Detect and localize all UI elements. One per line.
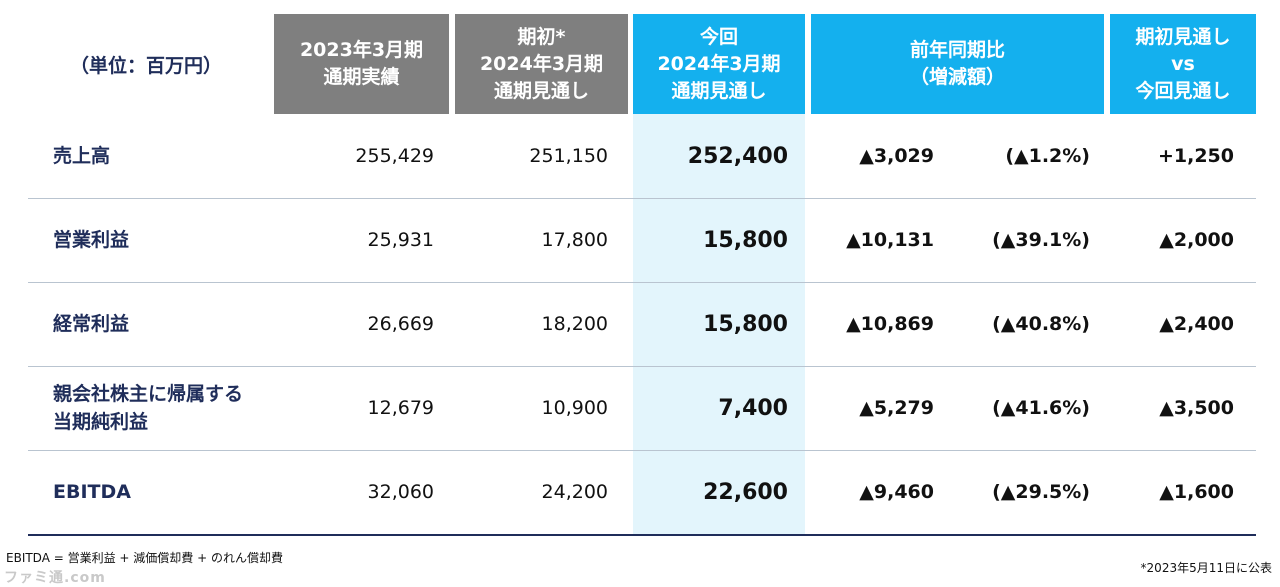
row-label: 経常利益 xyxy=(53,282,293,366)
header-line: 通期見通し xyxy=(671,79,767,102)
cell-diff: +1,250 xyxy=(1157,145,1234,167)
cell-current: 15,800 xyxy=(703,311,788,337)
cell-actual: 26,669 xyxy=(367,313,434,335)
cell-diff: ▲3,500 xyxy=(1159,397,1234,419)
cell-current: 7,400 xyxy=(718,395,788,421)
cell-yoy: ▲10,131 xyxy=(846,229,934,251)
row-label: 営業利益 xyxy=(53,198,293,282)
cell-yoy-pct: (▲1.2%) xyxy=(1005,145,1090,167)
header-initial-forecast: 期初* 2024年3月期 通期見通し xyxy=(455,14,628,114)
header-line: 期初見通し xyxy=(1135,25,1231,48)
cell-yoy-pct: (▲29.5%) xyxy=(992,481,1090,503)
cell-actual: 255,429 xyxy=(355,145,434,167)
row-label-line: 当期純利益 xyxy=(53,411,149,433)
table-row-net-sales: 売上高 255,429 251,150 252,400 ▲3,029 (▲1.2… xyxy=(28,114,1256,199)
current-forecast-highlight xyxy=(633,114,805,534)
unit-label: （単位：百万円） xyxy=(69,54,222,77)
cell-current: 252,400 xyxy=(687,143,788,169)
cell-yoy-pct: (▲39.1%) xyxy=(992,229,1090,251)
header-line: 通期実績 xyxy=(323,66,400,88)
header-line: 2024年3月期 xyxy=(479,52,604,75)
cell-actual: 12,679 xyxy=(367,397,434,419)
watermark-logo: ファミ通.com xyxy=(4,570,106,586)
row-label: 親会社株主に帰属する 当期純利益 xyxy=(53,366,293,450)
table-row-operating-income: 営業利益 25,931 17,800 15,800 ▲10,131 (▲39.1… xyxy=(28,198,1256,283)
row-label: 売上高 xyxy=(53,114,293,198)
header-line: vs xyxy=(1171,52,1195,75)
cell-yoy: ▲9,460 xyxy=(859,481,934,503)
cell-yoy: ▲3,029 xyxy=(859,145,934,167)
cell-yoy-pct: (▲41.6%) xyxy=(992,397,1090,419)
row-label-line: EBITDA xyxy=(53,481,131,503)
row-label-line: 経常利益 xyxy=(53,313,130,335)
header-line: 期初* xyxy=(517,25,566,48)
cell-actual: 25,931 xyxy=(367,229,434,251)
cell-current: 22,600 xyxy=(703,479,788,505)
row-label-line: 親会社株主に帰属する xyxy=(53,383,244,405)
cell-yoy: ▲10,869 xyxy=(846,313,934,335)
header-line: 2024年3月期 xyxy=(657,52,781,75)
row-label-line: 売上高 xyxy=(53,145,111,167)
ebitda-footnote: EBITDA = 営業利益 + 減価償却費 + のれん償却費 xyxy=(6,551,283,565)
cell-initial: 17,800 xyxy=(541,229,608,251)
cell-diff: ▲2,400 xyxy=(1159,313,1234,335)
table-row-ordinary-income: 経常利益 26,669 18,200 15,800 ▲10,869 (▲40.8… xyxy=(28,282,1256,367)
cell-current: 15,800 xyxy=(703,227,788,253)
header-initial-vs-current: 期初見通し vs 今回見通し xyxy=(1110,14,1256,114)
header-line: 2023年3月期 xyxy=(299,39,424,61)
cell-diff: ▲2,000 xyxy=(1159,229,1234,251)
header-line: 通期見通し xyxy=(493,79,589,102)
row-label-line: 営業利益 xyxy=(53,229,130,251)
header-line: 今回 xyxy=(699,25,738,48)
header-current-forecast: 今回 2024年3月期 通期見通し xyxy=(633,14,805,114)
header-line: 前年同期比 xyxy=(909,39,1005,61)
cell-initial: 18,200 xyxy=(541,313,608,335)
table-row-net-income: 親会社株主に帰属する 当期純利益 12,679 10,900 7,400 ▲5,… xyxy=(28,366,1256,451)
cell-diff: ▲1,600 xyxy=(1159,481,1234,503)
cell-yoy: ▲5,279 xyxy=(859,397,934,419)
cell-yoy-pct: (▲40.8%) xyxy=(992,313,1090,335)
header-yoy-change: 前年同期比 （増減額） xyxy=(811,14,1104,114)
announcement-note: *2023年5月11日に公表 xyxy=(1140,561,1272,575)
cell-initial: 24,200 xyxy=(541,481,608,503)
header-line: 今回見通し xyxy=(1135,79,1231,102)
cell-actual: 32,060 xyxy=(367,481,434,503)
cell-initial: 10,900 xyxy=(541,397,608,419)
header-fy2023-actual: 2023年3月期 通期実績 xyxy=(274,14,449,114)
table-row-ebitda: EBITDA 32,060 24,200 22,600 ▲9,460 (▲29.… xyxy=(28,450,1256,536)
header-line: （増減額） xyxy=(909,66,1005,88)
row-label: EBITDA xyxy=(53,450,293,534)
cell-initial: 251,150 xyxy=(529,145,608,167)
